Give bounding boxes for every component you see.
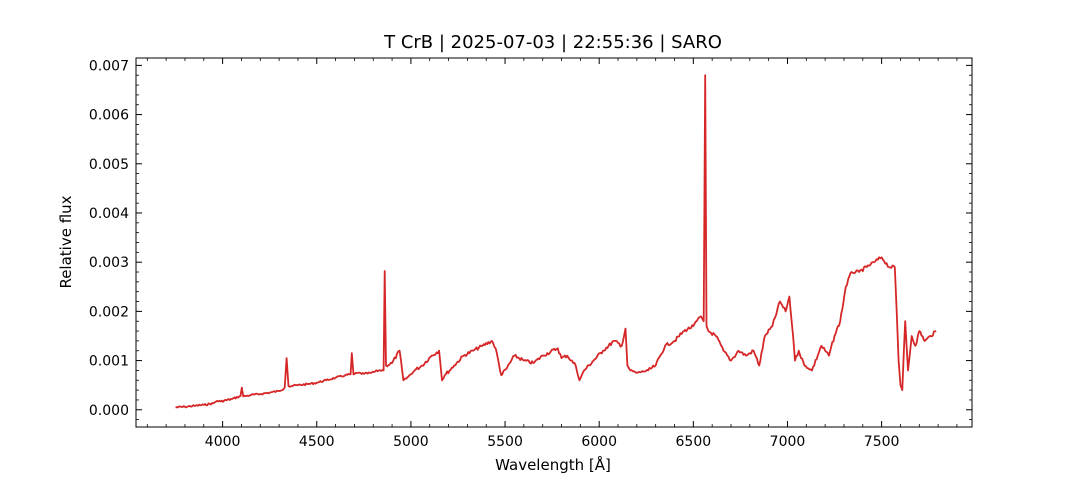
y-tick-label: 0.005 [89, 157, 129, 173]
y-tick-label: 0.004 [89, 206, 129, 222]
y-tick-label: 0.001 [89, 354, 129, 370]
y-axis-label: Relative flux [57, 195, 75, 288]
y-tick-label: 0.007 [89, 58, 129, 74]
x-tick-label: 7500 [864, 434, 900, 450]
x-tick-label: 5500 [487, 434, 523, 450]
x-tick-label: 6000 [581, 434, 617, 450]
x-tick-label: 7000 [770, 434, 806, 450]
y-tick-label: 0.006 [89, 108, 129, 124]
y-tick-label: 0.002 [89, 304, 129, 320]
x-axis-label: Wavelength [Å] [495, 455, 611, 474]
plot-frame [135, 57, 973, 428]
y-tick-label: 0.003 [89, 255, 129, 271]
x-tick-label: 4500 [299, 434, 335, 450]
plot-area [175, 74, 937, 409]
y-tick-label: 0.000 [89, 403, 129, 419]
x-tick-label: 5000 [393, 434, 429, 450]
x-tick-label: 4000 [205, 434, 241, 450]
chart-title: T CrB | 2025-07-03 | 22:55:36 | SARO [383, 32, 722, 53]
axis-ticks: 4000 4500 5000 5500 6000 6500 7000 7500 0.000 0.0… [89, 58, 972, 450]
spectrum-line [175, 74, 937, 409]
x-tick-label: 6500 [676, 434, 712, 450]
